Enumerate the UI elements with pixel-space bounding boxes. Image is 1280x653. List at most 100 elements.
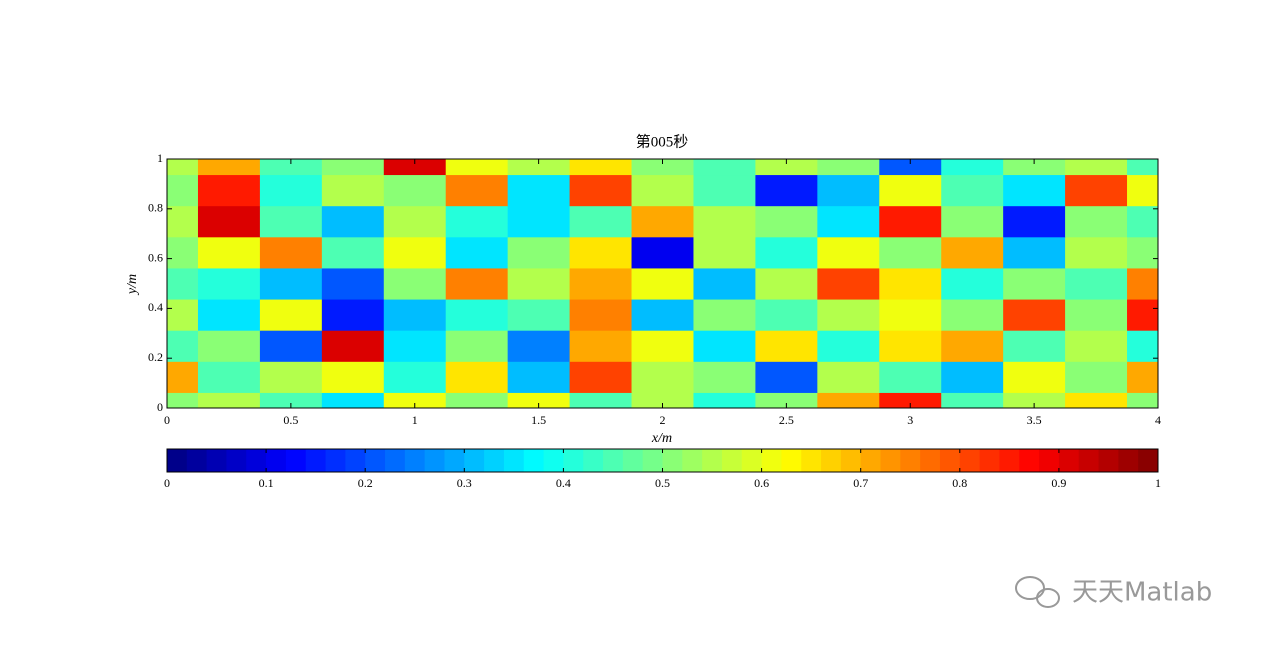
contour-cell (755, 330, 818, 362)
contour-cell (167, 392, 199, 408)
colorbar-swatch (325, 449, 346, 472)
contour-cell (259, 159, 323, 176)
contour-cell (1127, 174, 1158, 207)
contour-cell (259, 299, 323, 331)
contour-cell (383, 330, 447, 362)
contour-cell (259, 236, 323, 269)
contour-cell (631, 267, 694, 300)
watermark: 天天Matlab (1072, 578, 1212, 608)
contour-cell (1003, 299, 1066, 331)
contour-cell (507, 205, 571, 238)
colorbar-swatch (365, 449, 386, 472)
contour-cell (507, 174, 571, 207)
contour-cell (879, 205, 942, 238)
colorbar-swatch (543, 449, 564, 472)
colorbar-swatch (920, 449, 941, 472)
contour-cell (693, 299, 756, 331)
contour-cell (1003, 361, 1066, 393)
colorbar-swatch (1019, 449, 1040, 472)
colorbar-swatch (603, 449, 624, 472)
contour-cell (507, 267, 571, 300)
contour-cell (817, 205, 880, 238)
contour-cell (259, 205, 323, 238)
colorbar-swatch (246, 449, 267, 472)
contour-cell (1003, 236, 1066, 269)
contour-cell (167, 205, 199, 238)
contour-cell (383, 267, 447, 300)
contour-cell (941, 205, 1004, 238)
colorbar-swatch (503, 449, 525, 472)
contour-cell (941, 330, 1004, 362)
contour-cell (941, 236, 1004, 269)
contour-cell (167, 159, 199, 176)
contour-cell (879, 299, 942, 331)
contour-cell (693, 330, 756, 362)
contour-cell (1065, 174, 1128, 207)
colorbar-tick-label: 0.1 (259, 476, 274, 490)
x-tick-label: 2.5 (779, 413, 794, 427)
colorbar-swatch (424, 449, 445, 472)
colorbar-swatch (1039, 449, 1060, 472)
colorbar-swatch (900, 449, 921, 472)
contour-cell (167, 330, 199, 362)
contour-cell (693, 205, 756, 238)
contour-cell (507, 361, 571, 393)
x-tick-label: 3 (907, 413, 913, 427)
contour-cell (167, 236, 199, 269)
contour-cell (1065, 205, 1128, 238)
colorbar-swatch (1058, 449, 1080, 472)
y-axis-label: y/m (125, 274, 140, 296)
contour-cell (197, 205, 261, 238)
colorbar-swatch (523, 449, 545, 472)
colorbar-swatch (622, 449, 644, 472)
contour-cell (817, 392, 880, 408)
contour-cell (507, 299, 571, 331)
colorbar-tick-label: 0.6 (754, 476, 769, 490)
x-axis-label: x/m (651, 431, 672, 446)
contour-cell (167, 361, 199, 393)
contour-cell (197, 299, 261, 331)
contour-field (167, 159, 1158, 408)
contour-cell (569, 159, 633, 176)
colorbar-swatch (781, 449, 802, 472)
y-tick-label: 0.2 (148, 350, 163, 364)
contour-cell (383, 392, 447, 408)
contour-cell (321, 361, 385, 393)
colorbar-swatch (1098, 449, 1119, 472)
colorbar-tick-label: 0.8 (952, 476, 967, 490)
contour-cell (755, 392, 818, 408)
contour-cell (197, 267, 261, 300)
x-tick-label: 4 (1155, 413, 1161, 427)
contour-cell (569, 299, 633, 331)
contour-cell (1127, 330, 1158, 362)
contour-cell (755, 299, 818, 331)
y-tick-label: 1 (157, 151, 163, 165)
colorbar-swatch (583, 449, 604, 472)
y-tick-label: 0.6 (148, 250, 163, 264)
colorbar-tick-label: 0.3 (457, 476, 472, 490)
colorbar-swatch (186, 449, 208, 472)
colorbar-tick-label: 0 (164, 476, 170, 490)
y-tick-label: 0 (157, 400, 163, 414)
contour-cell (507, 392, 571, 408)
contour-cell (259, 267, 323, 300)
contour-cell (259, 361, 323, 393)
contour-cell (259, 330, 323, 362)
contour-cell (1065, 236, 1128, 269)
contour-cell (755, 174, 818, 207)
contour-cell (445, 267, 509, 300)
contour-cell (755, 159, 818, 176)
colorbar-swatch (385, 449, 406, 472)
colorbar-swatch (761, 449, 782, 472)
contour-cell (879, 330, 942, 362)
x-tick-label: 0 (164, 413, 170, 427)
contour-cell (631, 159, 694, 176)
contour-cell (383, 236, 447, 269)
colorbar-swatch (464, 449, 485, 472)
contour-cell (197, 159, 261, 176)
colorbar-swatch (1118, 449, 1139, 472)
contour-cell (879, 236, 942, 269)
contour-cell (445, 392, 509, 408)
contour-cell (197, 330, 261, 362)
colorbar-swatch (959, 449, 981, 472)
